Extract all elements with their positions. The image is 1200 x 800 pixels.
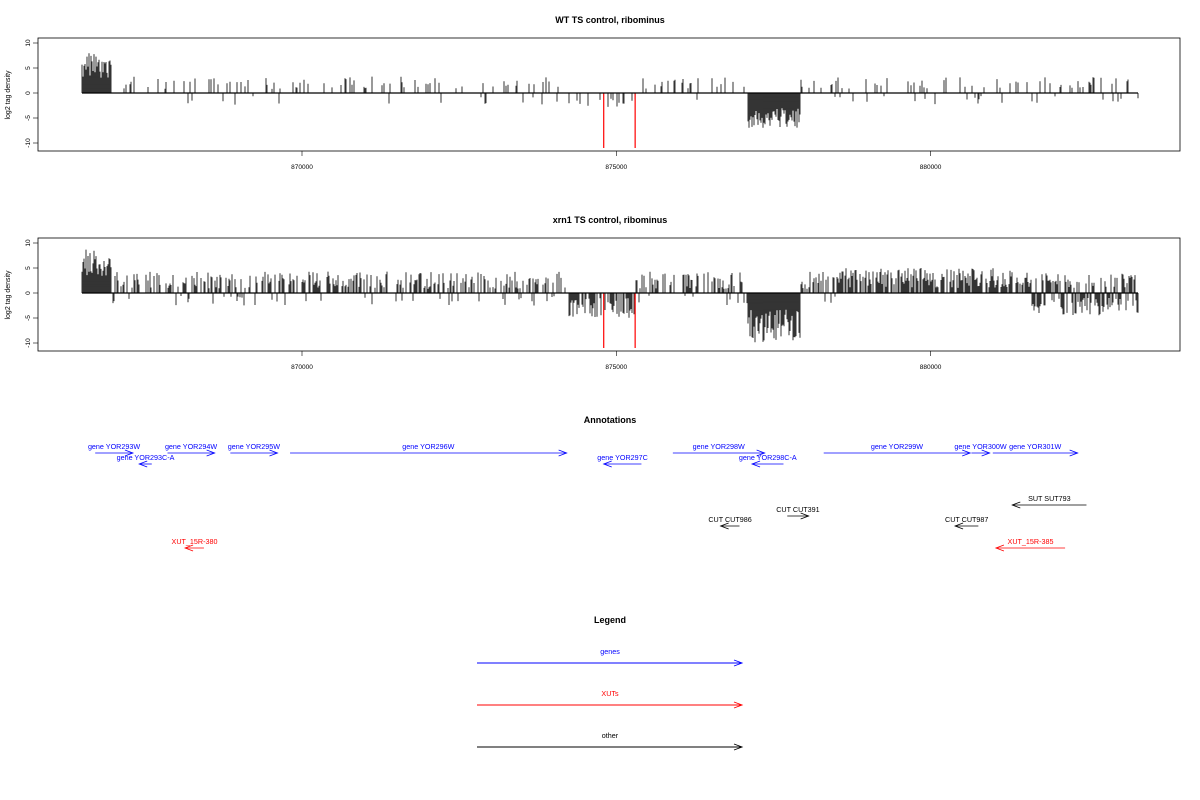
feature-label: gene YOR294W [165,442,217,451]
legend-title: Legend [594,615,626,625]
feature-arrowhead [1069,449,1079,457]
feature-arrowhead [800,512,810,520]
feature-arrowhead [602,460,612,468]
feature-label: gene YOR293C-A [117,453,175,462]
plot-frame [37,237,1181,352]
feature-label: SUT SUT793 [1028,494,1071,503]
feature-arrowhead [756,449,766,457]
annotation-feature: CUT CUT391 [776,505,820,520]
y-tick-label: 10 [25,39,32,47]
feature-arrowhead [183,544,194,552]
annotation-feature: gene YOR293C-A [117,453,175,468]
feature-label: gene YOR297C [597,453,648,462]
y-tick-label: 10 [25,239,32,247]
x-tick-label: 875000 [605,364,627,371]
annotation-feature: gene YOR298C-A [739,453,797,468]
annotation-feature: gene YOR296W [290,442,568,457]
annotation-feature: SUT SUT793 [1011,494,1087,509]
legend-label: other [602,731,619,740]
x-tick-label: 880000 [920,164,942,171]
annotation-feature: CUT CUT986 [708,515,752,530]
feature-arrowhead [750,460,761,468]
annotation-feature: gene YOR293W [88,442,140,457]
feature-label: XUT_15R-385 [1008,537,1054,546]
feature-arrowhead [981,449,991,457]
y-axis-label: log2 tag density [5,70,12,120]
panel-title: WT TS control, ribominus [555,15,665,25]
feature-label: gene YOR293W [88,442,140,451]
legend-arrowhead [733,659,744,667]
x-tick-label: 870000 [291,364,313,371]
legend-label: XUTs [601,689,619,698]
feature-arrowhead [269,449,279,457]
annotation-feature: XUT_15R-380 [172,537,218,552]
y-tick-label: -5 [25,115,32,121]
x-tick-label: 880000 [920,364,942,371]
plot-frame [37,37,1181,152]
legend-item: genes [477,647,744,667]
annotation-feature: gene YOR295W [228,442,280,457]
panel-xrn1: xrn1 TS control, ribominus log2 tag dens… [5,215,1181,371]
annotation-feature: gene YOR301W [992,442,1079,457]
feature-arrowhead [206,449,216,457]
annotation-feature: gene YOR297C [597,453,648,468]
feature-arrowhead [719,522,729,530]
y-tick-label: -10 [25,138,32,148]
feature-label: CUT CUT391 [776,505,819,514]
legend-label: genes [600,647,620,656]
feature-label: gene YOR295W [228,442,280,451]
feature-arrowhead [558,449,568,457]
y-tick-label: 0 [25,91,32,95]
feature-label: CUT CUT986 [708,515,751,524]
annotation-track: gene YOR293W gene YOR293C-A gene YOR294W ge… [88,442,1087,552]
feature-label: gene YOR298W [693,442,745,451]
density-bars [81,249,1139,343]
annotation-feature: gene YOR298W [672,442,766,457]
legend-arrowhead [733,701,744,709]
annotation-feature: XUT_15R-385 [994,537,1066,552]
y-tick-label: 5 [25,266,32,270]
feature-arrowhead [962,449,972,457]
y-tick-label: 5 [25,66,32,70]
y-tick-label: 0 [25,291,32,295]
feature-label: gene YOR301W [1009,442,1061,451]
annotation-feature: gene YOR299W [823,442,972,457]
feature-label: CUT CUT987 [945,515,988,524]
panel-wt: WT TS control, ribominus log2 tag densit… [5,15,1181,171]
bars [81,249,1139,343]
feature-label: gene YOR296W [402,442,454,451]
legend-arrowhead [733,743,744,751]
y-tick-label: -10 [25,338,32,348]
bars [81,53,1139,128]
highlights [603,93,636,148]
y-axis-label: log2 tag density [5,270,12,320]
feature-arrowhead [953,522,964,530]
axes: 10 5 0 -5 -10 870000 875000 880000 [25,239,1138,371]
feature-label: gene YOR299W [871,442,923,451]
feature-label: XUT_15R-380 [172,537,218,546]
legend-item: XUTs [477,689,744,709]
highlights [603,293,636,348]
annotation-feature: gene YOR294W [165,442,217,457]
annotation-feature: CUT CUT987 [945,515,988,530]
feature-arrowhead [1011,501,1021,509]
x-tick-label: 870000 [291,164,313,171]
x-tick-label: 875000 [605,164,627,171]
legend: genes XUTs other [477,647,744,751]
feature-label: gene YOR300W [954,442,1006,451]
density-bars [81,53,1139,128]
legend-item: other [477,731,744,751]
annotations-title: Annotations [584,415,637,425]
feature-label: gene YOR298C-A [739,453,797,462]
y-tick-label: -5 [25,315,32,321]
panel-title: xrn1 TS control, ribominus [553,215,668,225]
axes: 10 5 0 -5 -10 870000 875000 880000 [25,39,1138,171]
feature-arrowhead [138,460,148,468]
annotation-feature: gene YOR300W [954,442,1007,457]
feature-arrowhead [124,449,135,457]
feature-arrowhead [994,544,1005,552]
